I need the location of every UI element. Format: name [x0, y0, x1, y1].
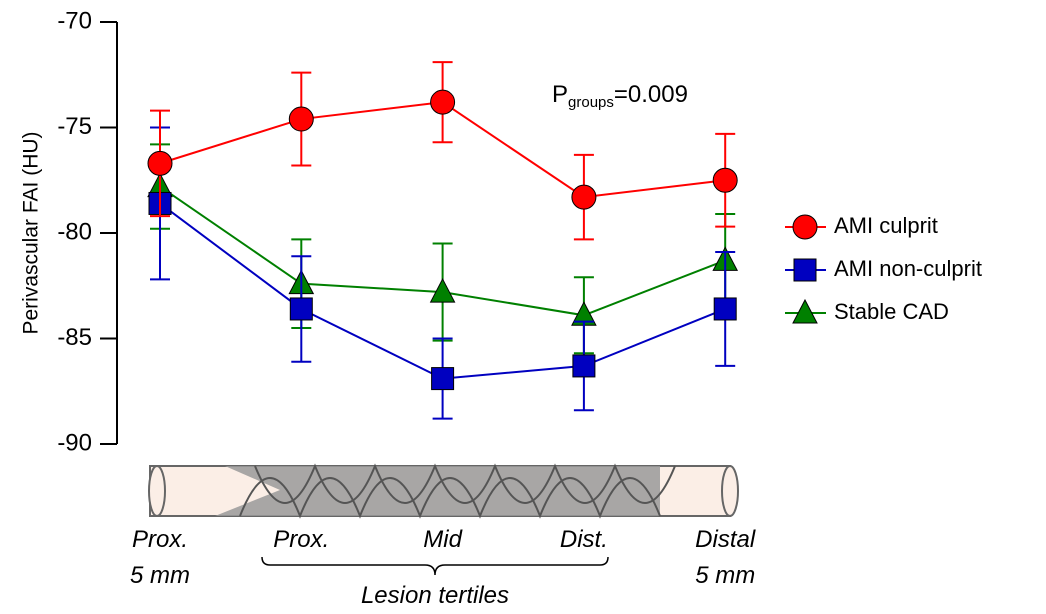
y-tick-label: -90 [57, 429, 92, 456]
x-tick-label: Distal 5 mm [655, 522, 795, 594]
point [290, 298, 312, 320]
point [431, 90, 455, 114]
y-axis-title: Perivascular FAI (HU) [20, 131, 43, 334]
legend-marker [793, 215, 817, 239]
point [573, 355, 595, 377]
annotation: Pgroups=0.009 [552, 81, 688, 111]
x-tick-label: Mid [373, 522, 513, 558]
y-tick-label: -70 [57, 7, 92, 34]
chart: Perivascular FAI (HU) Pgroups=0.009 -90 -… [0, 0, 1046, 614]
x-tick-label: Prox. [231, 522, 371, 558]
legend-label: AMI non-culprit [834, 256, 982, 281]
x-tick-label: Prox. 5 mm [90, 522, 230, 594]
x-group-label: Lesion tertiles [335, 578, 535, 614]
legend-marker [794, 259, 816, 281]
point [432, 368, 454, 390]
legend-marker [793, 300, 817, 323]
legend-label: AMI culprit [834, 213, 938, 238]
y-tick-label: -85 [57, 324, 92, 351]
stent [149, 466, 738, 575]
legend-label: Stable CAD [834, 299, 949, 324]
point [572, 185, 596, 209]
point [713, 168, 737, 192]
point [289, 107, 313, 131]
point [148, 151, 172, 175]
x-tick-label: Dist. [514, 522, 654, 558]
y-tick-label: -80 [57, 218, 92, 245]
series [148, 144, 737, 353]
point [714, 298, 736, 320]
y-tick-label: -75 [57, 113, 92, 140]
